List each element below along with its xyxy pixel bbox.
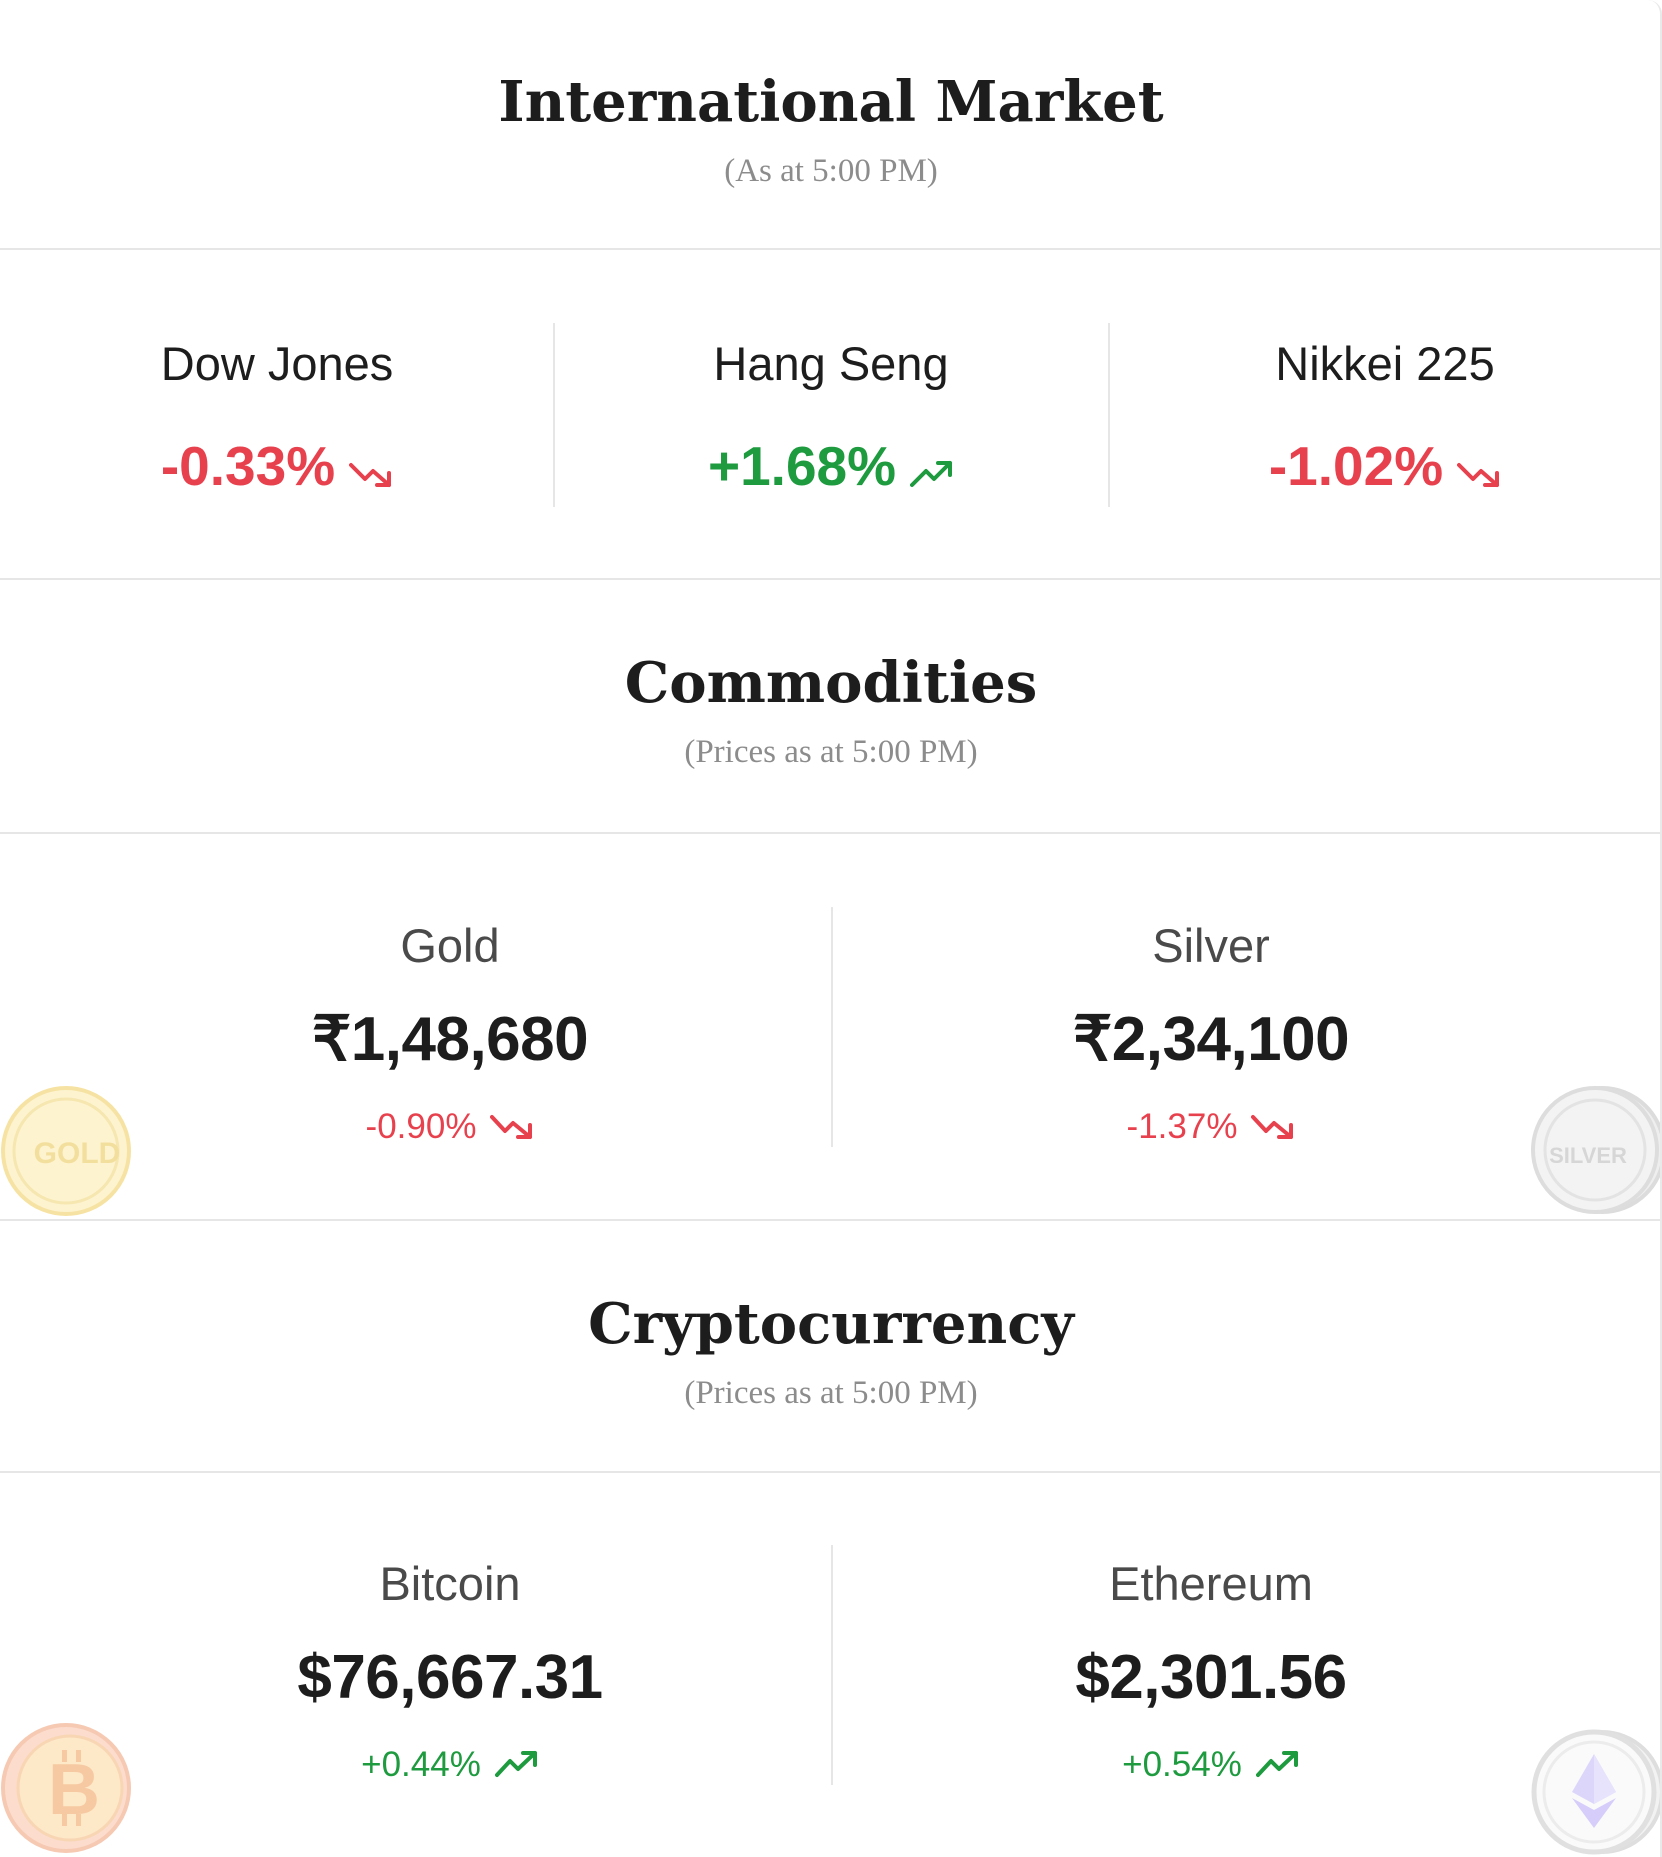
crypto-name: Bitcoin — [379, 1557, 521, 1610]
column-divider — [1108, 323, 1110, 507]
index-name: Nikkei 225 — [1275, 337, 1495, 390]
crypto-price: $76,667.31 — [297, 1643, 603, 1712]
index-hang-seng[interactable]: Hang Seng +1.68% — [554, 340, 1108, 498]
index-change: +1.68% — [554, 439, 1108, 498]
trend-up-icon — [1255, 1749, 1300, 1784]
index-change-value: +1.68% — [707, 435, 897, 497]
commodity-price: ₹1,48,680 — [311, 1005, 589, 1074]
cryptocurrency-title: Cryptocurrency — [588, 1291, 1074, 1357]
crypto-name: Ethereum — [1109, 1557, 1313, 1610]
trend-down-icon — [1457, 443, 1501, 498]
divider — [0, 578, 1660, 580]
divider — [0, 1471, 1660, 1473]
crypto-change-value: +0.44% — [361, 1745, 481, 1784]
crypto-change-value: +0.54% — [1122, 1745, 1242, 1784]
divider — [0, 832, 1660, 834]
index-change: -0.33% — [0, 439, 554, 498]
index-nikkei-225[interactable]: Nikkei 225 -1.02% — [1108, 337, 1660, 498]
ethereum-coin-icon — [1528, 1728, 1660, 1857]
trend-up-icon — [494, 1749, 539, 1784]
commodity-silver[interactable]: Silver ₹2,34,100 -1.37% — [760, 919, 1660, 1146]
commodity-change: -1.37% — [760, 1107, 1660, 1146]
column-divider — [553, 323, 555, 507]
svg-text:GOLD: GOLD — [34, 1137, 121, 1170]
international-market-title: International Market — [498, 69, 1164, 135]
index-dow-jones[interactable]: Dow Jones -0.33% — [0, 340, 554, 498]
commodities-title: Commodities — [624, 650, 1038, 716]
trend-down-icon — [490, 1111, 534, 1146]
index-change-value: -0.33% — [160, 435, 336, 497]
svg-text:SILVER: SILVER — [1549, 1143, 1627, 1168]
bitcoin-coin-icon: B — [0, 1722, 135, 1857]
crypto-change: +0.44% — [0, 1747, 900, 1784]
crypto-ethereum[interactable]: Ethereum $2,301.56 +0.54% — [760, 1557, 1660, 1784]
trend-down-icon — [1251, 1111, 1295, 1146]
commodity-change-value: -0.90% — [365, 1107, 477, 1146]
divider — [0, 1219, 1660, 1221]
silver-coin-icon: SILVER — [1528, 1083, 1660, 1222]
column-divider — [831, 1545, 833, 1785]
commodity-price: ₹2,34,100 — [1072, 1005, 1350, 1074]
international-market-subtitle: (As at 5:00 PM) — [724, 153, 938, 189]
divider — [0, 248, 1660, 250]
svg-text:B: B — [48, 1750, 100, 1830]
index-name: Hang Seng — [713, 337, 949, 390]
column-divider — [831, 907, 833, 1147]
crypto-bitcoin[interactable]: Bitcoin $76,667.31 +0.44% — [0, 1560, 900, 1784]
commodity-change-value: -1.37% — [1126, 1107, 1238, 1146]
commodity-name: Gold — [400, 919, 500, 972]
commodity-gold[interactable]: Gold ₹1,48,680 -0.90% — [0, 922, 900, 1146]
commodity-name: Silver — [1152, 919, 1270, 972]
gold-coin-icon: GOLD — [0, 1085, 135, 1222]
crypto-price: $2,301.56 — [1075, 1643, 1347, 1712]
trend-down-icon — [349, 443, 393, 498]
cryptocurrency-subtitle: (Prices as at 5:00 PM) — [684, 1375, 978, 1411]
commodity-change: -0.90% — [0, 1109, 900, 1146]
index-change-value: -1.02% — [1268, 435, 1444, 497]
crypto-change: +0.54% — [760, 1745, 1660, 1784]
index-change: -1.02% — [1108, 439, 1660, 498]
commodities-subtitle: (Prices as at 5:00 PM) — [684, 734, 978, 770]
trend-up-icon — [910, 443, 954, 498]
index-name: Dow Jones — [160, 337, 394, 390]
